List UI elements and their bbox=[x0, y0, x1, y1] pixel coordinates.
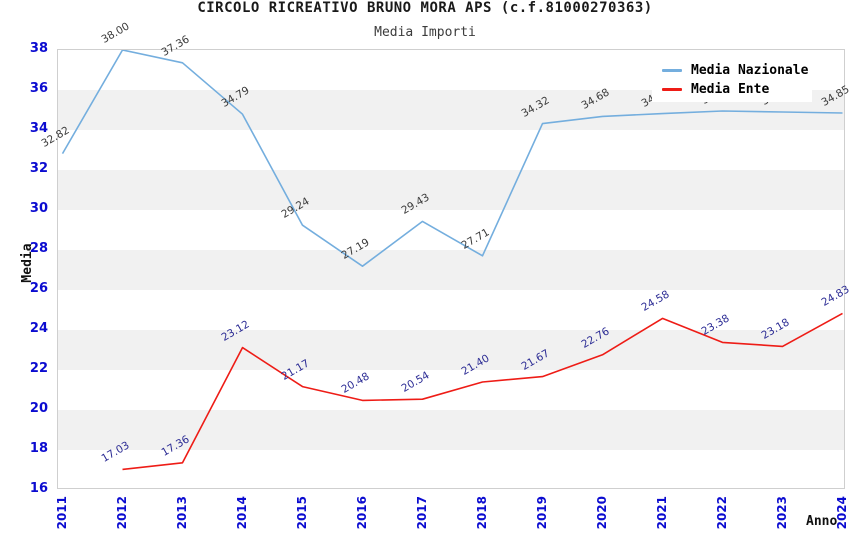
chart-title: CIRCOLO RICREATIVO BRUNO MORA APS (c.f.8… bbox=[197, 0, 653, 16]
x-tick-label: 2014 bbox=[234, 496, 249, 530]
chart-subtitle: Media Importi bbox=[374, 25, 476, 40]
x-tick-label: 2022 bbox=[714, 496, 729, 530]
plot-area bbox=[57, 49, 845, 489]
x-tick-label: 2018 bbox=[474, 496, 489, 530]
y-tick-label: 20 bbox=[29, 401, 48, 416]
x-tick-label: 2019 bbox=[534, 496, 549, 530]
x-tick-label: 2020 bbox=[594, 496, 609, 530]
series-line-media-ente bbox=[122, 312, 843, 471]
legend-swatch-icon bbox=[662, 88, 682, 91]
x-tick-label: 2016 bbox=[354, 496, 369, 530]
y-tick-label: 26 bbox=[29, 281, 48, 296]
y-tick-label: 18 bbox=[29, 441, 48, 456]
y-tick-label: 38 bbox=[29, 41, 48, 56]
x-tick-label: 2024 bbox=[834, 496, 849, 530]
x-tick-label: 2021 bbox=[654, 496, 669, 530]
x-axis-title: Anno bbox=[806, 514, 838, 529]
y-tick-label: 30 bbox=[29, 201, 48, 216]
series-lines bbox=[61, 50, 843, 471]
legend-label: Media Nazionale bbox=[691, 63, 809, 78]
x-tick-label: 2023 bbox=[774, 496, 789, 530]
legend-item: Media Ente bbox=[662, 80, 812, 99]
y-tick-label: 22 bbox=[29, 361, 48, 376]
y-tick-label: 28 bbox=[29, 241, 48, 256]
legend-item: Media Nazionale bbox=[662, 61, 812, 80]
y-tick-label: 24 bbox=[29, 321, 48, 336]
series-line-media-nazionale bbox=[61, 50, 843, 267]
x-tick-label: 2011 bbox=[54, 496, 69, 530]
x-tick-label: 2013 bbox=[174, 496, 189, 530]
y-tick-label: 32 bbox=[29, 161, 48, 176]
y-tick-label: 36 bbox=[29, 81, 48, 96]
x-tick-label: 2015 bbox=[294, 496, 309, 530]
legend-label: Media Ente bbox=[691, 82, 770, 97]
x-tick-label: 2012 bbox=[114, 496, 129, 530]
x-tick-label: 2017 bbox=[414, 496, 429, 530]
y-tick-label: 16 bbox=[29, 481, 48, 496]
y-tick-label: 34 bbox=[29, 121, 48, 136]
legend: Media Nazionale Media Ente bbox=[652, 55, 812, 102]
legend-swatch-icon bbox=[662, 69, 682, 72]
